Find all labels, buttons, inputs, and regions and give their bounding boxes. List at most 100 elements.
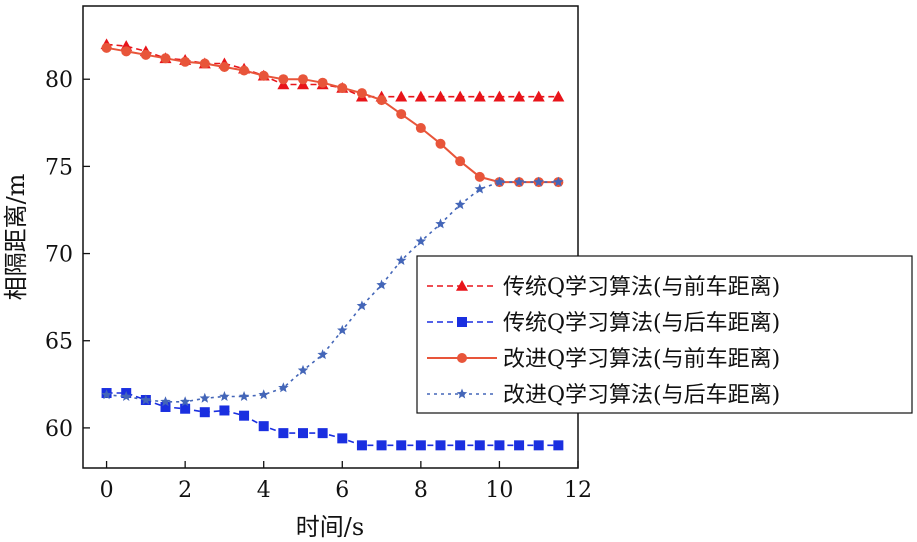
axis-layer: 0 2 4 6 8 10 12 60 65 70 75 80 bbox=[45, 68, 592, 503]
series-3-point bbox=[298, 74, 308, 85]
y-tick-label: 75 bbox=[45, 155, 73, 180]
series-4-point bbox=[238, 391, 250, 401]
series-4-point bbox=[435, 218, 446, 229]
series-1-point bbox=[532, 90, 545, 102]
series-2-point bbox=[199, 407, 210, 418]
series-2-point bbox=[160, 401, 171, 412]
legend-marker bbox=[456, 388, 468, 399]
x-tick-label: 12 bbox=[564, 478, 592, 503]
series-2-point bbox=[356, 440, 367, 451]
series-2-point bbox=[337, 433, 348, 444]
y-tick-label: 60 bbox=[45, 417, 73, 442]
series-3-point bbox=[415, 123, 426, 134]
series-3-point bbox=[337, 82, 348, 93]
x-tick-label: 8 bbox=[414, 478, 428, 503]
series-3-point bbox=[180, 56, 191, 67]
series-2-point bbox=[258, 421, 269, 432]
series-4 bbox=[101, 176, 564, 407]
series-2-point bbox=[553, 440, 564, 451]
series-2-point bbox=[298, 428, 308, 439]
series-3-point bbox=[101, 42, 112, 53]
series-3-point bbox=[356, 88, 367, 99]
x-tick-label: 4 bbox=[257, 478, 271, 503]
legend-label: 改进Q学习算法(与后车距离) bbox=[503, 383, 780, 408]
series-1-point bbox=[414, 90, 427, 102]
series-3-point bbox=[396, 109, 407, 120]
series-3-point bbox=[199, 58, 210, 69]
y-axis-title: 相隔距离/m bbox=[2, 173, 30, 300]
series-4-point bbox=[415, 235, 427, 246]
series-2-point bbox=[494, 440, 505, 451]
legend-marker bbox=[456, 280, 468, 291]
series-4-point bbox=[219, 391, 230, 401]
series-3-point bbox=[140, 49, 151, 60]
series-4-point bbox=[553, 176, 564, 187]
series-4-point bbox=[120, 391, 132, 401]
series-4-point bbox=[376, 279, 387, 290]
series-4-point bbox=[101, 389, 112, 400]
series-3-point bbox=[121, 46, 132, 57]
series-3 bbox=[101, 42, 564, 188]
legend-label: 传统Q学习算法(与前车距离) bbox=[503, 275, 780, 300]
series-1-point bbox=[395, 90, 408, 102]
series-3-point bbox=[258, 70, 269, 81]
series-4-point bbox=[454, 199, 466, 210]
series-1-point bbox=[434, 90, 447, 102]
series-2-point bbox=[396, 440, 407, 451]
series-1-point bbox=[473, 90, 486, 102]
legend: 传统Q学习算法(与前车距离) 传统Q学习算法(与后车距离) 改进Q学习算法(与前车距… bbox=[416, 255, 913, 414]
x-tick-label: 2 bbox=[178, 478, 192, 503]
series-3-point bbox=[376, 95, 387, 106]
series-2-point bbox=[317, 428, 328, 439]
series-4-point bbox=[199, 392, 211, 403]
legend-entry: 改进Q学习算法(与前车距离) bbox=[427, 347, 780, 372]
x-tick-label: 10 bbox=[485, 478, 513, 503]
series-2-point bbox=[278, 428, 289, 439]
series-2-point bbox=[435, 440, 446, 451]
legend-entry: 传统Q学习算法(与前车距离) bbox=[427, 275, 780, 300]
legend-label: 改进Q学习算法(与前车距离) bbox=[503, 347, 780, 372]
legend-marker bbox=[457, 317, 467, 327]
series-3-point bbox=[435, 138, 446, 149]
series-4-point bbox=[297, 364, 309, 375]
series-1-point bbox=[513, 90, 526, 102]
series-4-point bbox=[160, 396, 171, 407]
x-axis-title: 时间/s bbox=[296, 513, 364, 541]
y-tick-label: 80 bbox=[45, 68, 73, 93]
legend-items: 传统Q学习算法(与前车距离) 传统Q学习算法(与后车距离) 改进Q学习算法(与前车距… bbox=[427, 275, 780, 408]
series-2-point bbox=[415, 440, 426, 451]
series-4-point bbox=[140, 394, 152, 405]
series-4-point bbox=[179, 396, 191, 407]
series-3-point bbox=[239, 65, 250, 76]
series-3-point bbox=[317, 77, 328, 88]
series-4-point bbox=[513, 176, 525, 187]
series-4-point bbox=[317, 349, 328, 360]
series-2-point bbox=[239, 410, 250, 421]
series-3-point bbox=[278, 74, 289, 85]
series-4-point bbox=[337, 324, 348, 335]
legend-entry: 改进Q学习算法(与后车距离) bbox=[427, 383, 780, 408]
series-2-point bbox=[180, 403, 191, 414]
x-tick-label: 0 bbox=[100, 478, 114, 503]
series-4-point bbox=[533, 176, 544, 187]
legend-entry: 传统Q学习算法(与后车距离) bbox=[427, 311, 780, 336]
series-3-point bbox=[219, 62, 230, 73]
series-2-point bbox=[514, 440, 525, 451]
series-1-point bbox=[493, 90, 506, 102]
series-3-point bbox=[455, 156, 466, 167]
series-2-point bbox=[455, 440, 466, 451]
series-2-point bbox=[219, 405, 230, 416]
series-4-point bbox=[356, 300, 368, 311]
series-1-point bbox=[454, 90, 467, 102]
series-4-point bbox=[258, 389, 269, 400]
series-2-point bbox=[533, 440, 544, 451]
series-4-point bbox=[474, 183, 486, 194]
y-tick-label: 65 bbox=[45, 330, 73, 355]
y-tick-label: 70 bbox=[45, 243, 73, 268]
x-tick-label: 6 bbox=[335, 478, 349, 503]
series-2-point bbox=[474, 440, 485, 451]
series-layer bbox=[100, 38, 565, 451]
legend-marker bbox=[457, 353, 467, 363]
legend-label: 传统Q学习算法(与后车距离) bbox=[503, 311, 780, 336]
